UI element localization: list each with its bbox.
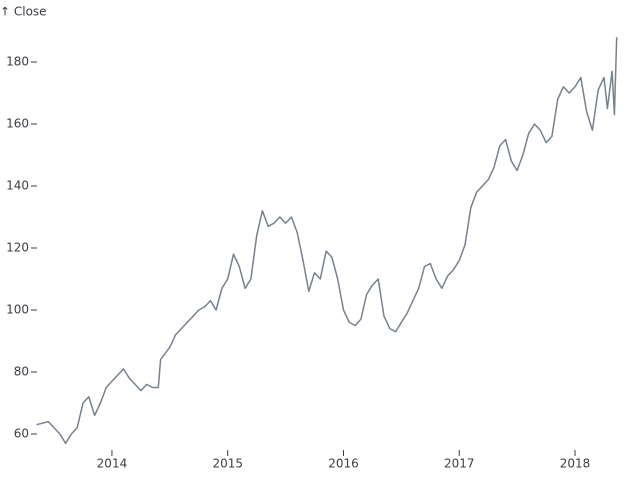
y-tick-label: 80 [14,365,29,379]
x-tick-label: 2016 [328,457,359,471]
y-tick-label: 120 [6,241,29,255]
price-line [36,37,618,445]
y-tick-label: 100 [6,303,29,317]
y-axis-label: ↑ Close [0,5,47,19]
y-tick-label: 160 [6,117,29,131]
x-tick-label: 2014 [97,457,128,471]
y-tick-label: 60 [14,427,29,441]
x-tick-label: 2015 [212,457,243,471]
y-tick-label: 140 [6,179,29,193]
x-tick-label: 2017 [444,457,475,471]
y-tick-label: 180 [6,55,29,69]
x-tick-label: 2018 [560,457,591,471]
